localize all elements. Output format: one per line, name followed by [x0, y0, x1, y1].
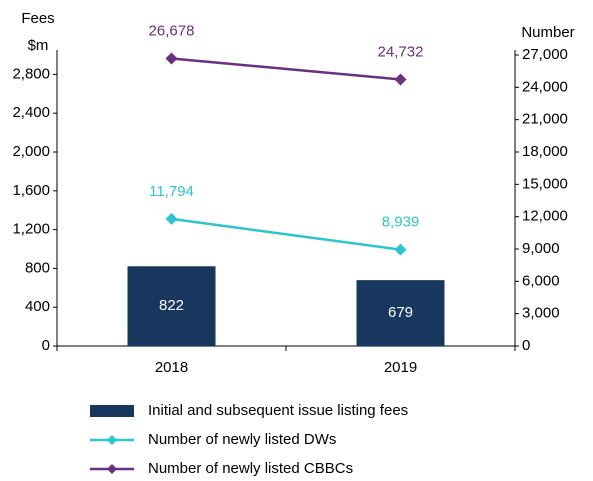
y2-tick-label: 21,000 — [522, 111, 568, 128]
y-tick-label: 1,200 — [12, 221, 50, 238]
data-label: 8,939 — [382, 214, 420, 231]
bar-label: 679 — [388, 304, 413, 321]
y2-axis-title: Number — [521, 24, 574, 41]
legend-swatch — [90, 405, 134, 417]
x-tick-label: 2018 — [155, 359, 188, 376]
bar — [356, 280, 445, 346]
marker — [394, 73, 407, 86]
y2-tick-label: 24,000 — [522, 78, 568, 95]
data-label: 26,678 — [149, 22, 195, 39]
y-tick-label: 2,400 — [12, 104, 50, 121]
y-tick-label: 800 — [25, 259, 50, 276]
y-axis-title: $m — [28, 37, 49, 54]
y2-tick-label: 3,000 — [522, 305, 560, 322]
y2-tick-label: 12,000 — [522, 208, 568, 225]
y2-tick-label: 15,000 — [522, 175, 568, 192]
legend-marker — [107, 464, 117, 474]
legend-label: Number of newly listed CBBCs — [148, 460, 353, 477]
y2-tick-label: 6,000 — [522, 272, 560, 289]
y-tick-label: 0 — [42, 337, 50, 354]
data-label: 11,794 — [149, 183, 194, 200]
marker — [165, 212, 178, 225]
y-tick-label: 2,800 — [12, 65, 50, 82]
legend-label: Initial and subsequent issue listing fee… — [148, 402, 408, 419]
y2-tick-label: 9,000 — [522, 240, 560, 257]
y2-tick-label: 0 — [522, 337, 530, 354]
y-tick-label: 400 — [25, 298, 50, 315]
line — [171, 57, 401, 81]
legend-marker — [107, 435, 117, 445]
line — [171, 217, 401, 251]
bar — [127, 266, 216, 346]
y2-tick-label: 18,000 — [522, 143, 568, 160]
marker — [165, 52, 178, 65]
y-axis-title: Fees — [21, 10, 54, 27]
x-tick-label: 2019 — [384, 359, 417, 376]
y-tick-label: 2,000 — [12, 143, 50, 160]
marker — [394, 243, 407, 256]
data-label: 24,732 — [378, 43, 424, 60]
y-tick-label: 1,600 — [12, 182, 50, 199]
legend-label: Number of newly listed DWs — [148, 431, 336, 448]
bar-label: 822 — [159, 297, 184, 314]
y2-tick-label: 27,000 — [522, 46, 568, 63]
